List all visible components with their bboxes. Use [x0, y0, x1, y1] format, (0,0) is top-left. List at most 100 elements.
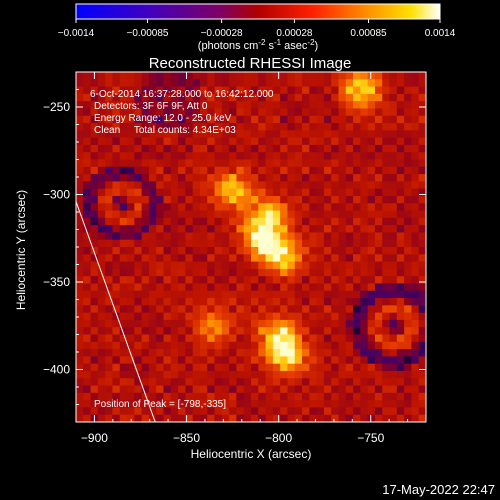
heatmap-cell	[207, 392, 215, 401]
heatmap-cell	[214, 254, 223, 262]
heatmap-cell	[156, 414, 164, 422]
heatmap-cell	[221, 298, 230, 306]
heatmap-cell	[331, 137, 339, 146]
heatmap-cell	[236, 341, 245, 350]
heatmap-cell	[323, 123, 332, 131]
heatmap-cell	[214, 298, 223, 306]
heatmap-cell	[207, 370, 215, 379]
heatmap-cell	[265, 203, 274, 211]
heatmap-cell	[374, 392, 383, 401]
heatmap-cell	[418, 400, 426, 408]
heatmap-cell	[199, 159, 208, 168]
heatmap-cell	[338, 356, 347, 365]
heatmap-cell	[236, 101, 245, 109]
heatmap-cell	[316, 101, 325, 109]
heatmap-cell	[236, 79, 245, 87]
heatmap-cell	[207, 225, 215, 233]
heatmap-cell	[265, 79, 274, 87]
heatmap-cell	[185, 327, 194, 335]
heatmap-cell	[309, 181, 318, 190]
heatmap-cell	[156, 225, 164, 233]
heatmap-cell	[76, 414, 84, 422]
heatmap-cell	[265, 319, 274, 328]
heatmap-cell	[353, 144, 361, 153]
heatmap-cell	[76, 247, 84, 255]
heatmap-cell	[83, 247, 91, 255]
heatmap-cell	[404, 101, 412, 109]
heatmap-cell	[287, 239, 296, 248]
heatmap-cell	[374, 188, 383, 197]
heatmap-cell	[148, 276, 157, 284]
heatmap-cell	[389, 72, 398, 80]
heatmap-cell	[141, 159, 150, 168]
heatmap-cell	[243, 144, 252, 153]
heatmap-cell	[90, 210, 99, 219]
heatmap-cell	[353, 400, 361, 408]
heatmap-cell	[258, 181, 266, 190]
heatmap-cell	[229, 217, 237, 226]
heatmap-cell	[382, 363, 390, 372]
heatmap-cell	[141, 268, 150, 277]
heatmap-cell	[389, 123, 398, 131]
heatmap-cell	[418, 356, 426, 365]
heatmap-cell	[214, 319, 223, 328]
heatmap-cell	[141, 276, 150, 284]
heatmap-cell	[280, 210, 288, 219]
heatmap-cell	[83, 217, 91, 226]
heatmap-cell	[360, 137, 369, 146]
heatmap-cell	[185, 239, 194, 248]
heatmap-cell	[302, 407, 310, 416]
heatmap-cell	[243, 283, 252, 292]
heatmap-cell	[199, 210, 208, 219]
heatmap-cell	[105, 247, 113, 255]
heatmap-cell	[404, 400, 412, 408]
info-line-energy: Energy Range: 12.0 - 25.0 keV	[94, 113, 232, 124]
heatmap-cell	[185, 166, 194, 175]
heatmap-cell	[185, 356, 194, 365]
heatmap-cell	[178, 152, 186, 160]
heatmap-cell	[192, 370, 201, 379]
heatmap-cell	[374, 72, 383, 80]
heatmap-cell	[280, 370, 288, 379]
heatmap-cell	[418, 210, 426, 219]
heatmap-cell	[229, 407, 237, 416]
heatmap-cell	[389, 166, 398, 175]
heatmap-cell	[127, 159, 135, 168]
heatmap-cell	[192, 356, 201, 365]
heatmap-cell	[389, 305, 398, 314]
heatmap-cell	[243, 385, 252, 394]
heatmap-cell	[294, 130, 303, 139]
heatmap-cell	[229, 298, 237, 306]
heatmap-cell	[323, 86, 332, 95]
heatmap-cell	[294, 319, 303, 328]
heatmap-cell	[83, 341, 91, 350]
heatmap-cell	[382, 210, 390, 219]
heatmap-cell	[302, 101, 310, 109]
heatmap-cell	[396, 123, 405, 131]
heatmap-cell	[207, 400, 215, 408]
heatmap-cell	[374, 159, 383, 168]
heatmap-cell	[382, 79, 390, 87]
heatmap-cell	[360, 232, 369, 241]
heatmap-cell	[134, 363, 143, 372]
heatmap-cell	[185, 400, 194, 408]
heatmap-cell	[112, 341, 121, 350]
heatmap-cell	[156, 334, 164, 343]
heatmap-cell	[97, 385, 106, 394]
heatmap-cell	[243, 174, 252, 182]
heatmap-cell	[192, 130, 201, 139]
heatmap-cell	[243, 210, 252, 219]
heatmap-cell	[382, 290, 390, 299]
heatmap-cell	[76, 181, 84, 190]
heatmap-cell	[360, 159, 369, 168]
heatmap-cell	[221, 268, 230, 277]
heatmap-cell	[309, 400, 318, 408]
heatmap-cell	[170, 72, 179, 80]
heatmap-cell	[148, 203, 157, 211]
heatmap-cell	[148, 261, 157, 270]
heatmap-cell	[170, 188, 179, 197]
heatmap-cell	[170, 334, 179, 343]
heatmap-cell	[374, 407, 383, 416]
heatmap-cell	[367, 363, 376, 372]
heatmap-cell	[389, 188, 398, 197]
